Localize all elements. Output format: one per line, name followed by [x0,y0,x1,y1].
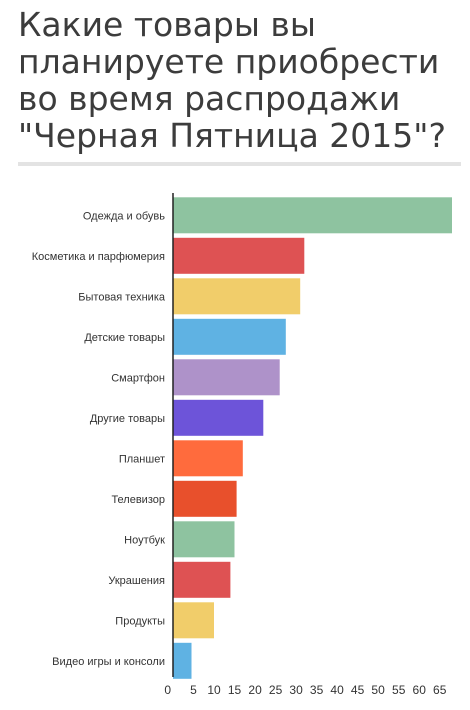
x-tick-label: 45 [351,683,365,697]
category-label: Другие товары [90,413,165,425]
bar [173,197,452,234]
category-label: Бытовая техника [78,291,166,303]
category-label: Одежда и обувь [83,210,165,222]
bar [173,642,192,679]
x-tick-label: 25 [269,683,283,697]
bar [173,440,243,477]
category-label: Детские товары [84,332,165,344]
x-tick-label: 20 [248,683,262,697]
x-tick-label: 35 [310,683,324,697]
title-line: "Черная Пятница 2015"? [18,116,446,155]
category-label: Видео игры и консоли [52,656,165,668]
x-tick-label: 55 [392,683,406,697]
x-tick-label: 15 [228,683,242,697]
x-tick-label: 5 [190,683,197,697]
x-tick-label: 0 [164,683,171,697]
title-line: планируете приобрести [18,42,440,81]
x-tick-label: 10 [207,683,221,697]
bar [173,359,280,396]
category-label: Продукты [115,615,165,627]
x-tick-label: 40 [330,683,344,697]
bar [173,318,286,355]
bar [173,399,264,436]
title-line: во время распродажи [18,79,401,118]
title-line: Какие товары вы [18,5,316,44]
x-tick-label: 65 [433,683,447,697]
title-divider [18,162,461,166]
bar [173,480,237,517]
category-label: Смартфон [111,372,165,384]
bar [173,602,214,639]
category-label: Планшет [119,453,165,465]
category-label: Косметика и парфюмерия [32,251,165,263]
bar [173,561,231,598]
category-label: Телевизор [111,494,165,506]
category-label: Ноутбук [124,534,165,546]
x-tick-label: 60 [413,683,427,697]
bar [173,237,305,274]
chart-title: Какие товары вы планируете приобрести во… [18,6,463,154]
category-label: Украшения [108,575,165,587]
bar [173,521,235,558]
bar [173,278,301,315]
x-tick-label: 50 [371,683,385,697]
x-tick-label: 30 [289,683,303,697]
